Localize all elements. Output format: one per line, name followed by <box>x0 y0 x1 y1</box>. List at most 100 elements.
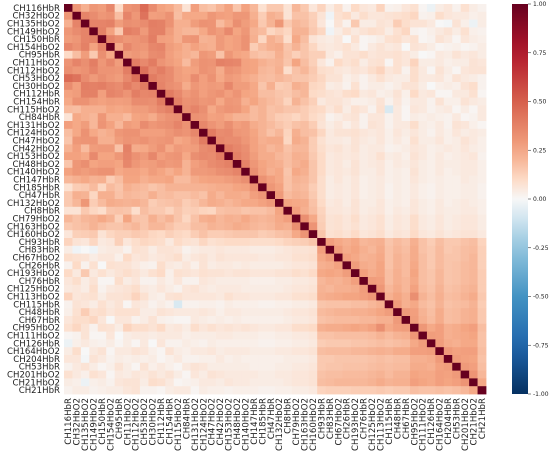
heatmap-cell <box>106 27 116 36</box>
heatmap-cell <box>207 277 217 286</box>
heatmap-cell <box>452 58 462 67</box>
heatmap-cell <box>308 316 318 325</box>
heatmap-cell <box>241 121 251 130</box>
heatmap-cell <box>182 269 191 278</box>
heatmap-cell <box>384 339 394 348</box>
heatmap-cell <box>64 222 73 231</box>
heatmap-cell <box>207 245 217 254</box>
heatmap-cell <box>114 323 124 332</box>
heatmap-cell <box>139 97 149 106</box>
heatmap-cell <box>291 370 301 379</box>
heatmap-cell <box>401 253 411 262</box>
heatmap-cell <box>452 19 462 28</box>
heatmap-cell <box>114 89 124 98</box>
heatmap-cell <box>410 370 419 379</box>
heatmap-cell <box>156 66 166 75</box>
heatmap-cell <box>199 160 208 169</box>
heatmap-cell <box>367 378 377 387</box>
heatmap-cell <box>308 82 318 91</box>
heatmap-cell <box>258 152 267 161</box>
heatmap-cell <box>418 245 428 254</box>
heatmap-cell <box>418 300 428 309</box>
heatmap-cell <box>72 370 82 379</box>
heatmap-cell <box>275 386 284 395</box>
heatmap-cell <box>291 362 301 371</box>
heatmap-cell <box>241 82 251 91</box>
heatmap-cell <box>89 199 99 208</box>
heatmap-cell <box>376 66 386 75</box>
heatmap-cell <box>224 183 234 192</box>
column-tick-label: CH112HbR <box>157 398 167 445</box>
heatmap-cell <box>283 43 293 52</box>
heatmap-cell <box>139 269 149 278</box>
heatmap-cell <box>215 74 225 83</box>
heatmap-cell <box>241 105 251 114</box>
heatmap-cell <box>131 121 141 130</box>
heatmap-cell <box>426 355 436 364</box>
heatmap-cell <box>334 66 343 75</box>
heatmap-cell <box>131 113 141 122</box>
heatmap-cell <box>215 160 225 169</box>
heatmap-cell <box>350 175 360 184</box>
row-tick-label: CH150HbR <box>13 35 60 45</box>
heatmap-cell <box>215 300 225 309</box>
heatmap-cell <box>199 27 208 36</box>
heatmap-cell <box>317 277 327 286</box>
heatmap-cell <box>376 370 386 379</box>
heatmap-cell <box>325 105 335 114</box>
heatmap-cell <box>131 292 141 301</box>
heatmap-cell <box>469 113 478 122</box>
heatmap-cell <box>165 284 175 293</box>
heatmap-cell <box>469 43 478 52</box>
heatmap-cell <box>131 35 141 44</box>
heatmap-cell <box>80 331 90 340</box>
heatmap-cell <box>300 35 310 44</box>
heatmap-cell <box>283 300 293 309</box>
heatmap-cell <box>97 269 107 278</box>
heatmap-cell <box>359 11 369 20</box>
heatmap-cell <box>275 308 284 317</box>
heatmap-cell <box>325 323 335 332</box>
heatmap-cell <box>426 105 436 114</box>
heatmap-cell <box>350 284 360 293</box>
heatmap-cell <box>477 113 487 122</box>
heatmap-cell <box>334 308 343 317</box>
heatmap-cell <box>460 183 470 192</box>
heatmap-cell <box>300 277 310 286</box>
heatmap-cell <box>443 214 453 223</box>
heatmap-cell <box>249 323 259 332</box>
heatmap-cell <box>80 277 90 286</box>
heatmap-cell <box>359 386 369 395</box>
heatmap-cell <box>241 11 251 20</box>
heatmap-cell <box>308 27 318 36</box>
heatmap-cell <box>106 230 116 239</box>
heatmap-cell <box>114 27 124 36</box>
heatmap-cell <box>401 378 411 387</box>
heatmap-cell <box>359 206 369 215</box>
heatmap-cell <box>469 355 478 364</box>
heatmap-cell <box>418 58 428 67</box>
heatmap-cell <box>393 19 402 28</box>
heatmap-cell <box>325 175 335 184</box>
heatmap-cell <box>156 386 166 395</box>
heatmap-cell <box>426 43 436 52</box>
heatmap-cell <box>350 58 360 67</box>
heatmap-cell <box>131 89 141 98</box>
heatmap-cell <box>114 19 124 28</box>
heatmap-cell <box>426 362 436 371</box>
heatmap-cell <box>89 362 99 371</box>
heatmap-cell <box>258 97 267 106</box>
heatmap-cell <box>325 284 335 293</box>
heatmap-cell <box>435 199 445 208</box>
heatmap-cell <box>89 378 99 387</box>
heatmap-cell <box>241 238 251 247</box>
heatmap-cell <box>317 105 327 114</box>
heatmap-cell <box>384 50 394 59</box>
heatmap-cell <box>182 35 191 44</box>
heatmap-cell <box>72 136 82 145</box>
heatmap-cell <box>224 292 234 301</box>
row-tick-label: CH112HbR <box>13 90 60 100</box>
heatmap-cell <box>97 152 107 161</box>
heatmap-cell <box>367 316 377 325</box>
heatmap-cell <box>283 144 293 153</box>
